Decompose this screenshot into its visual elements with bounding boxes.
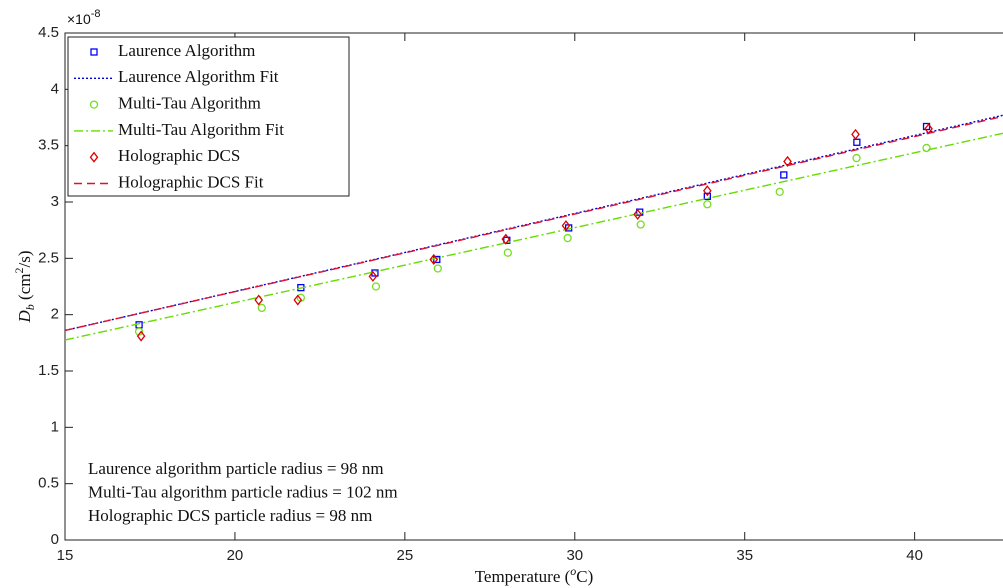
marker-diamond [368, 270, 378, 282]
annotation: Multi-Tau algorithm particle radius = 10… [88, 482, 398, 501]
y-label-symbol: D [15, 309, 34, 323]
marker-circle [922, 143, 931, 153]
legend-label: Multi-Tau Algorithm [118, 94, 261, 113]
marker-diamond [851, 128, 860, 140]
marker-circle [503, 248, 512, 257]
y-tick-label: 0.5 [38, 475, 59, 492]
marker-square [433, 255, 441, 264]
y-tick-label: 2.5 [38, 249, 59, 266]
x-axis-label: Temperature (oC) [475, 564, 594, 586]
x-label-part: C) [576, 567, 593, 586]
fit-line [65, 132, 1003, 341]
marker-diamond [429, 253, 439, 266]
marker-circle [433, 264, 442, 273]
y-tick-label: 4.5 [38, 24, 59, 41]
marker-circle [563, 233, 572, 243]
x-tick-label: 30 [566, 547, 583, 564]
x-label-part: Temperature ( [475, 567, 571, 586]
marker-diamond [561, 220, 571, 232]
annotation: Laurence algorithm particle radius = 98 … [88, 459, 384, 478]
marker-circle [89, 100, 99, 109]
annotation: Holographic DCS particle radius = 98 nm [88, 506, 372, 525]
y-label-sub: b [23, 304, 37, 310]
y-tick-label: 2 [51, 306, 59, 323]
marker-diamond [501, 233, 511, 245]
marker-square [780, 171, 788, 179]
x-tick-label: 15 [57, 547, 74, 564]
marker-circle [257, 303, 266, 313]
marker-diamond [703, 185, 712, 197]
marker-diamond [293, 294, 303, 306]
legend-label: Holographic DCS Fit [118, 172, 264, 191]
multiplier-base: ×10 [67, 11, 91, 27]
y-label-part: (cm [15, 274, 34, 305]
marker-square [853, 138, 861, 146]
y-tick-label: 3 [51, 193, 59, 210]
x-label-sup: o [570, 564, 576, 578]
y-axis-label: Db (cm2/s) [12, 251, 37, 324]
legend-box [67, 36, 350, 197]
multiplier-exponent: -8 [91, 8, 101, 20]
x-tick-label: 25 [397, 547, 414, 564]
y-tick-label: 1 [51, 418, 59, 435]
marker-diamond [254, 294, 264, 306]
marker-circle [636, 220, 645, 229]
legend-label: Laurence Algorithm Fit [118, 67, 279, 86]
legend-label: Laurence Algorithm [118, 41, 255, 60]
marker-diamond [136, 330, 146, 342]
y-tick-label: 0 [51, 531, 59, 548]
y-tick-label: 4 [51, 80, 59, 97]
marker-circle [775, 187, 784, 197]
y-tick-label: 3.5 [38, 137, 59, 154]
legend: Laurence Algorithm Laurence Algorithm Fit… [67, 36, 350, 197]
x-tick-label: 20 [227, 547, 244, 564]
y-label-part: /s) [15, 251, 34, 268]
legend-label: Holographic DCS [118, 146, 240, 165]
y-multiplier: ×10-8 [67, 8, 101, 27]
y-tick-label: 1.5 [38, 362, 59, 379]
fit-line [65, 115, 1003, 332]
marker-square [90, 48, 98, 56]
legend-label: Multi-Tau Algorithm Fit [118, 120, 284, 139]
x-tick-label: 35 [736, 547, 753, 564]
y-label-sup: 2 [12, 268, 26, 274]
x-tick-label: 40 [906, 547, 923, 564]
marker-diamond [633, 208, 642, 220]
marker-square [703, 192, 711, 201]
marker-circle [371, 282, 381, 291]
marker-diamond [89, 151, 99, 163]
marker-circle [703, 200, 712, 209]
marker-circle [852, 153, 861, 163]
